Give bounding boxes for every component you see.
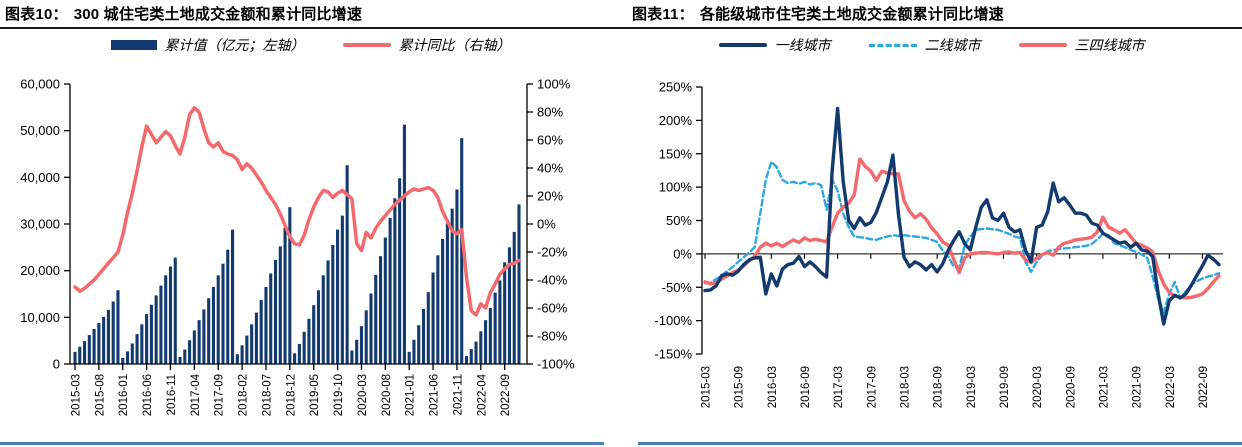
x-tick-label: 2016-01 (118, 374, 130, 416)
chart-10-title: 图表10： 300 城住宅类土地成交金额和累计同比增速 (0, 0, 621, 29)
chart-11-title-prefix: 图表11： (632, 6, 694, 23)
y-tick-label: 200% (659, 113, 693, 128)
x-tick-label: 2020-03 (1032, 366, 1044, 408)
x-tick-label: 2016-06 (142, 374, 154, 416)
left-y-tick-label: 40,000 (20, 170, 60, 185)
x-tick-label: 2015-03 (71, 374, 83, 416)
y-tick-label: 150% (659, 146, 693, 161)
chart-10-plot: 60,000 50,000 40,000 30,000 20,000 10,000 0 100… (20, 77, 575, 417)
x-tick-label: 2019-09 (999, 366, 1011, 408)
left-y-tick-label: 20,000 (20, 263, 60, 278)
right-y-tick-label: 100% (537, 77, 571, 92)
legend-swatch-line (718, 43, 767, 47)
chart-11-title-text: 各能级城市住宅类土地成交金额累计同比增速 (699, 6, 1004, 23)
legend-item-1: 二线城市 (868, 35, 981, 55)
x-tick-label: 2016-09 (800, 366, 812, 408)
left-y-tick-label: 50,000 (20, 123, 60, 138)
tier1-cities-line (703, 106, 1221, 326)
x-tick-label: 2021-09 (1132, 366, 1144, 408)
x-tick-label: 2019-10 (333, 374, 345, 416)
x-tick-label: 2015-08 (94, 374, 106, 416)
y-tick-label: 250% (659, 80, 693, 95)
legend-label: 三四线城市 (1074, 39, 1145, 54)
x-tick-label: 2020-03 (357, 374, 369, 416)
x-tick-label: 2016-11 (166, 374, 178, 415)
x-tick-label: 2015-03 (701, 366, 713, 408)
x-tick-label: 2018-12 (285, 374, 297, 416)
right-y-tick-label: 0% (537, 217, 556, 232)
legend-swatch-bar (110, 40, 157, 50)
x-tick-label: 2021-11 (452, 374, 464, 415)
x-tick-label: 2016-03 (767, 366, 779, 408)
right-y-tick-label: 60% (537, 133, 563, 148)
x-tick-label: 2022-03 (1165, 366, 1177, 408)
y-tick-label: -50% (662, 280, 693, 295)
x-tick-label: 2018-02 (238, 374, 250, 416)
panel-bottom-border (638, 442, 1242, 445)
chart-10-legend: 累计值（亿元；左轴） 累计同比（右轴） (0, 29, 621, 61)
x-tick-label: 2019-03 (966, 366, 978, 408)
x-tick-label: 2018-03 (899, 366, 911, 408)
x-tick-label: 2022-09 (1198, 366, 1210, 408)
right-y-tick-label: -40% (537, 273, 568, 288)
cumulative-yoy-line (73, 106, 521, 317)
legend-label: 一线城市 (774, 39, 831, 54)
chart-11-plot: 250% 200% 150% 100% 50% 0% -50% -100% -150% 2015-… (654, 80, 1223, 408)
chart-10-title-text: 300 城住宅类土地成交金额和累计同比增速 (73, 6, 363, 23)
y-tick-label: 0% (673, 246, 692, 261)
x-tick-label: 2021-06 (429, 374, 441, 416)
x-tick-label: 2022-04 (476, 373, 488, 416)
left-y-tick-label: 30,000 (20, 217, 60, 232)
legend-swatch-line (1018, 43, 1067, 47)
legend-swatch-line (342, 43, 391, 47)
cumulative-value-bars (73, 124, 521, 364)
legend-item-0: 累计值（亿元；左轴） (110, 35, 305, 55)
x-tick-label: 2017-04 (190, 373, 202, 416)
axes: 250% 200% 150% 100% 50% 0% -50% -100% -150% 2015-… (654, 80, 1223, 408)
x-tick-label: 2021-03 (1098, 366, 1110, 408)
chart-11-title: 图表11： 各能级城市住宅类土地成交金额累计同比增速 (621, 0, 1242, 29)
legend-swatch-dash (868, 43, 917, 47)
x-tick-label: 2018-09 (933, 366, 945, 408)
tier3-4-cities-line (703, 157, 1221, 300)
x-tick-label: 2017-09 (866, 366, 878, 408)
right-y-tick-label: -80% (537, 329, 568, 344)
legend-item-0: 一线城市 (718, 35, 831, 55)
legend-item-1: 累计同比（右轴） (342, 35, 511, 55)
x-tick-label: 2022-09 (500, 374, 512, 416)
left-y-tick-label: 10,000 (20, 310, 60, 325)
x-tick-label: 2015-09 (734, 366, 746, 408)
chart-10-title-prefix: 图表10： (5, 6, 68, 23)
y-tick-label: 100% (659, 180, 693, 195)
left-y-tick-label: 60,000 (20, 77, 60, 92)
y-tick-label: -100% (654, 313, 692, 328)
x-tick-label: 2019-05 (309, 374, 321, 416)
panel-chart-11: 图表11： 各能级城市住宅类土地成交金额累计同比增速 一线城市 二线城市 三四线城市… (621, 0, 1242, 447)
panel-bottom-border (0, 442, 604, 445)
x-tick-label: 2018-07 (261, 374, 273, 416)
x-tick-label: 2021-01 (405, 374, 417, 416)
x-tick-label: 2020-08 (381, 374, 393, 416)
x-tick-label: 2017-09 (214, 374, 226, 416)
x-tick-label: 2017-03 (833, 366, 845, 408)
right-y-tick-label: 20% (537, 189, 563, 204)
right-y-tick-label: 80% (537, 105, 563, 120)
right-y-tick-label: -100% (537, 357, 575, 372)
left-y-tick-label: 0 (53, 357, 60, 372)
right-y-tick-label: -60% (537, 301, 568, 316)
legend-label: 二线城市 (924, 39, 981, 54)
right-y-tick-label: -20% (537, 245, 568, 260)
legend-item-2: 三四线城市 (1018, 35, 1145, 55)
legend-label: 累计值（亿元；左轴） (164, 39, 305, 54)
y-tick-label: -150% (654, 347, 692, 362)
legend-label: 累计同比（右轴） (398, 39, 511, 54)
right-y-tick-label: 40% (537, 161, 563, 176)
chart-11-legend: 一线城市 二线城市 三四线城市 (621, 29, 1242, 61)
y-tick-label: 50% (666, 213, 692, 228)
tier2-cities-line (703, 160, 1221, 314)
axes: 60,000 50,000 40,000 30,000 20,000 10,000 0 100… (20, 77, 575, 417)
panel-chart-10: 图表10： 300 城住宅类土地成交金额和累计同比增速 累计值（亿元；左轴） 累计… (0, 0, 621, 445)
x-tick-label: 2020-09 (1065, 366, 1077, 408)
